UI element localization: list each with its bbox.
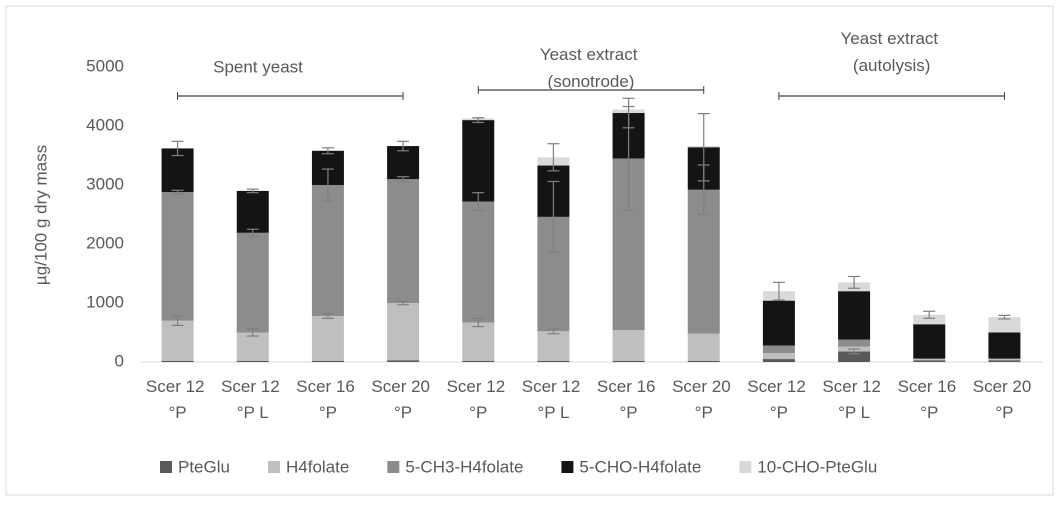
x-tick-label: Scer 20 °P: [973, 377, 1036, 422]
legend-label: 10-CHO-PteGlu: [757, 457, 877, 476]
y-axis-label: µg/100 g dry mass: [31, 145, 50, 285]
group-annotation: Yeast extract (sonotrode): [540, 45, 642, 91]
error-bar: [397, 176, 410, 183]
error-bar: [772, 281, 785, 301]
error-bar: [697, 113, 710, 182]
error-bar: [472, 192, 485, 211]
bar-segment: [913, 360, 946, 362]
x-tick-label: Scer 12 °P: [146, 377, 209, 422]
bar-segment: [387, 146, 420, 180]
bar-segment: [838, 291, 871, 340]
y-tick-label: 3000: [86, 174, 124, 193]
bar-segment: [988, 360, 1021, 362]
x-tick-label: Scer 16 °P: [296, 377, 359, 422]
bar-segment: [236, 360, 269, 362]
bar-segment: [462, 120, 495, 202]
bar-segment: [311, 315, 344, 361]
bar-segment: [838, 339, 871, 347]
error-bar: [171, 189, 184, 195]
x-tick-label: Scer 16 °P: [597, 377, 660, 422]
x-tick-label: Scer 12 °P L: [221, 377, 284, 422]
error-bar: [547, 143, 560, 172]
group-annotation: Yeast extract (autolysis): [840, 29, 942, 75]
bar-segment: [161, 192, 194, 321]
legend-label: PteGlu: [178, 457, 230, 476]
legend-label: 5-CH3-H4folate: [405, 457, 523, 476]
error-bar: [998, 314, 1011, 320]
x-tick-label: Scer 12 °P: [447, 377, 510, 422]
bar-segment: [236, 332, 269, 361]
error-bar: [547, 180, 560, 253]
error-bar: [246, 328, 259, 337]
error-bar: [321, 313, 334, 319]
error-bar: [848, 348, 861, 355]
bar-segment: [988, 359, 1021, 361]
bar-segment: [762, 300, 795, 346]
bar-segment: [387, 303, 420, 361]
error-bar: [472, 317, 485, 328]
y-tick-label: 2000: [86, 233, 124, 252]
error-bar: [848, 275, 861, 289]
bar-segment: [537, 331, 570, 361]
error-bar: [547, 328, 560, 335]
x-tick-label: Scer 12 °P L: [822, 377, 885, 422]
bar-segment: [762, 353, 795, 360]
bar-segment: [913, 324, 946, 359]
bar-segment: [762, 345, 795, 354]
x-tick-label: Scer 12 °P: [747, 377, 810, 422]
bar-segment: [462, 201, 495, 323]
bar-segment: [687, 360, 720, 362]
error-bar: [246, 228, 259, 237]
bar-segment: [838, 351, 871, 362]
bar-segment: [762, 359, 795, 362]
error-bar: [923, 310, 936, 319]
error-bar: [321, 168, 334, 202]
error-bar: [321, 147, 334, 155]
legend-swatch: [267, 461, 280, 473]
error-bar: [171, 140, 184, 157]
bar-segment: [687, 333, 720, 361]
error-bar: [246, 188, 259, 194]
error-bar: [472, 117, 485, 124]
group-annotation: Spent yeast: [213, 57, 303, 76]
error-bar: [397, 300, 410, 306]
y-tick-label: 0: [115, 351, 124, 370]
bar-segment: [988, 332, 1021, 359]
bar-segment: [311, 360, 344, 362]
bar-segment: [612, 330, 645, 361]
y-tick-label: 1000: [86, 292, 124, 311]
legend-swatch: [561, 461, 574, 473]
bar-segment: [913, 358, 946, 360]
y-tick-label: 5000: [86, 56, 124, 75]
bar-segment: [387, 360, 420, 362]
x-tick-label: Scer 20 °P: [371, 377, 434, 422]
legend-label: H4folate: [286, 457, 349, 476]
bar-segment: [387, 179, 420, 303]
bar-segment: [161, 320, 194, 361]
error-bar: [397, 140, 410, 152]
bar-segment: [462, 360, 495, 362]
bar-segment: [612, 360, 645, 362]
x-tick-label: Scer 20 °P: [672, 377, 735, 422]
bar-segment: [988, 317, 1021, 333]
bar-segment: [913, 314, 946, 325]
error-bar: [171, 315, 184, 327]
legend-swatch: [387, 461, 400, 473]
legend-swatch: [739, 461, 752, 473]
bar-segment: [988, 358, 1021, 360]
x-tick-label: Scer 16 °P: [898, 377, 961, 422]
legend-label: 5-CHO-H4folate: [579, 457, 701, 476]
bar-segment: [537, 360, 570, 362]
bar-segment: [236, 232, 269, 333]
bar-segment: [161, 360, 194, 362]
bar-segment: [462, 322, 495, 361]
y-tick-label: 4000: [86, 115, 124, 134]
bar-segment: [311, 185, 344, 316]
bar-segment: [913, 359, 946, 361]
bar-segment: [236, 190, 269, 233]
x-tick-label: Scer 12 °P L: [522, 377, 585, 422]
legend-swatch: [160, 461, 172, 473]
error-bar: [622, 97, 635, 129]
